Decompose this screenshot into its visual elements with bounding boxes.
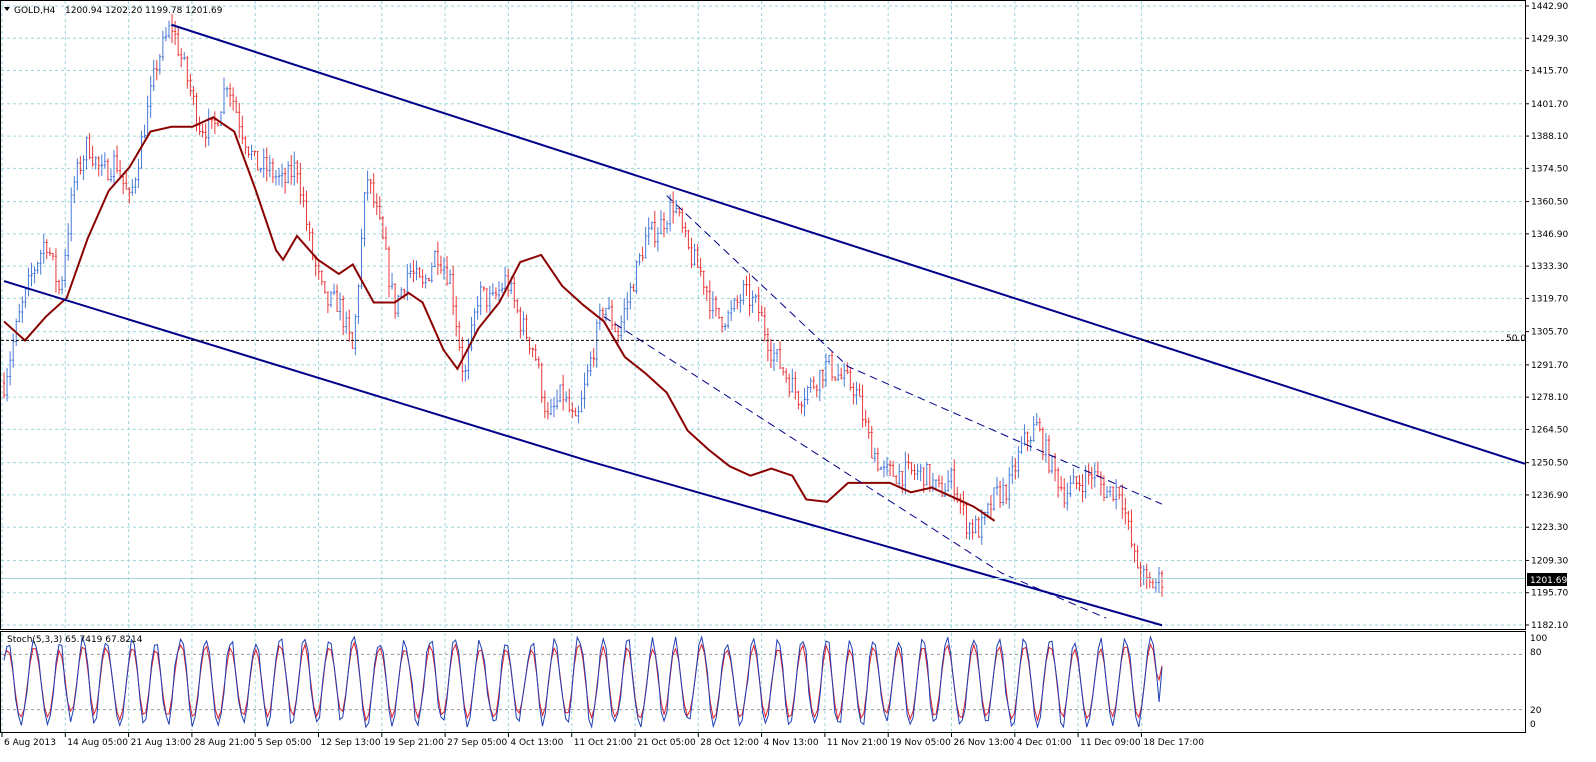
y-tick-label: 1415.70 (1531, 67, 1568, 77)
x-tick-label: 28 Oct 12:00 (700, 738, 759, 748)
y-tick-label: 1374.50 (1531, 164, 1568, 174)
dropdown-triangle-icon[interactable] (4, 7, 10, 11)
stoch-level-80: 80 (1530, 648, 1542, 658)
y-tick-label: 1223.30 (1531, 523, 1568, 533)
time-axis: 6 Aug 2013 14 Aug 05:00 21 Aug 13:00 28 Aug… (1, 733, 1204, 748)
price-marks (1, 13, 1526, 627)
x-tick-label: 21 Aug 13:00 (131, 738, 192, 748)
x-tick-label: 27 Sep 05:00 (447, 738, 507, 748)
x-tick-label: 4 Nov 13:00 (764, 738, 819, 748)
price-tag (1527, 573, 1567, 586)
ohlc-readout: 1200.94 1202.20 1199.78 1201.69 (65, 6, 223, 16)
y-tick-label: 1442.90 (1531, 2, 1568, 12)
x-tick-label: 21 Oct 05:00 (637, 738, 696, 748)
channel-upper-line (171, 23, 1526, 465)
y-tick-label: 1195.70 (1531, 589, 1568, 599)
price-axis: 1442.90 1429.30 1415.70 1401.70 1388.10 1374.… (1525, 2, 1568, 631)
stoch-level-100: 100 (1530, 634, 1547, 644)
x-tick-label: 11 Oct 21:00 (574, 738, 633, 748)
dashed-channel-lower (603, 316, 1107, 619)
y-tick-label: 1182.10 (1531, 621, 1568, 631)
x-tick-label: 26 Nov 13:00 (954, 738, 1015, 748)
stoch-level-20: 20 (1530, 706, 1542, 716)
y-tick-label: 1319.70 (1531, 294, 1568, 304)
y-tick-label: 1278.10 (1531, 393, 1568, 403)
x-tick-label: 28 Aug 21:00 (194, 738, 255, 748)
x-tick-label: 4 Dec 01:00 (1017, 738, 1072, 748)
fib-50-label: 50.0 (1506, 334, 1526, 344)
x-tick-label: 19 Sep 21:00 (384, 738, 444, 748)
x-tick-label: 11 Dec 09:00 (1080, 738, 1141, 748)
channel-lower-line (3, 280, 1163, 627)
stochastic-label: Stoch(5,3,3) 65.7419 67.8214 (7, 635, 143, 645)
y-tick-label: 1305.70 (1531, 328, 1568, 338)
moving-average-line (3, 116, 996, 522)
x-tick-label: 14 Aug 05:00 (67, 738, 128, 748)
x-tick-label: 19 Nov 05:00 (890, 738, 951, 748)
y-tick-label: 1401.70 (1531, 100, 1568, 110)
y-tick-label: 1264.50 (1531, 425, 1568, 435)
main-plot-area[interactable] (0, 0, 1526, 630)
stoch-main-line (3, 634, 1163, 729)
symbol-label: GOLD,H4 (14, 6, 56, 16)
y-tick-label: 1346.90 (1531, 230, 1568, 240)
price-tag-value: 1201.69 (1530, 576, 1567, 586)
y-tick-label: 1429.30 (1531, 34, 1568, 44)
y-tick-label: 1388.10 (1531, 132, 1568, 142)
y-tick-label: 1360.50 (1531, 198, 1568, 208)
gridlines (1, 1, 1525, 732)
x-tick-label: 6 Aug 2013 (4, 738, 56, 748)
dashed-channel-upper (666, 195, 1163, 505)
y-tick-label: 1250.50 (1531, 459, 1568, 469)
y-tick-label: 1236.90 (1531, 491, 1568, 501)
x-tick-label: 12 Sep 13:00 (321, 738, 381, 748)
stochastic-marks (1, 634, 1525, 729)
x-tick-label: 11 Nov 21:00 (827, 738, 888, 748)
x-tick-label: 5 Sep 05:00 (257, 738, 312, 748)
y-tick-label: 1291.70 (1531, 361, 1568, 371)
y-tick-label: 1209.30 (1531, 556, 1568, 566)
x-tick-label: 4 Oct 13:00 (510, 738, 563, 748)
x-tick-label: 18 Dec 17:00 (1143, 738, 1204, 748)
y-tick-label: 1333.30 (1531, 262, 1568, 272)
stoch-level-0: 0 (1530, 720, 1536, 730)
